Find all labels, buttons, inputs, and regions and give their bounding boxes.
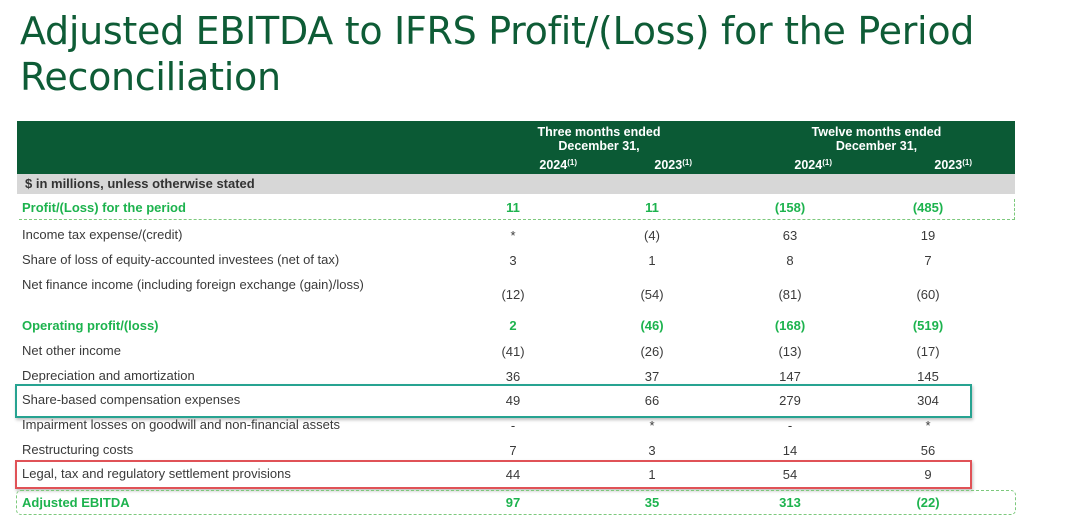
row-value: 8	[786, 253, 794, 268]
year-label: 2023	[934, 158, 963, 172]
table-row: Share-based compensation expenses 49 66 279…	[17, 392, 1015, 410]
row-value: 35	[644, 495, 660, 510]
row-value: 11	[645, 200, 659, 215]
header-twelve-months-label: Twelve months ended December 31,	[811, 125, 942, 153]
table-row: Net other income (41) (26) (13) (17)	[17, 343, 1015, 361]
row-value: 49	[505, 393, 521, 408]
page-title: Adjusted EBITDA to IFRS Profit/(Loss) fo…	[20, 9, 975, 99]
row-value: (485)	[912, 200, 944, 215]
row-label: Impairment losses on goodwill and non-fi…	[22, 417, 340, 432]
table-row: Adjusted EBITDA 97 35 313 (22)	[17, 495, 1015, 513]
table-row: Net finance income (including foreign ex…	[17, 277, 1015, 302]
row-value: 66	[644, 393, 660, 408]
row-value: (60)	[916, 287, 940, 302]
table-row: Depreciation and amortization 36 37 147 145	[17, 368, 1015, 386]
row-value: 3	[509, 253, 517, 268]
highlight-dashed-adjusted-ebitda	[16, 490, 1016, 515]
row-value: 54	[782, 467, 798, 482]
header-year: 2024(1)	[477, 158, 577, 172]
table-row: Income tax expense/(credit) * (4) 63 19	[17, 227, 1015, 245]
year-label: 2024	[794, 158, 823, 172]
row-value: 56	[920, 443, 936, 458]
table-row: Restructuring costs 7 3 14 56	[17, 442, 1015, 460]
footnote-marker: (1)	[682, 158, 692, 167]
row-value: 44	[505, 467, 521, 482]
header-twelve-months: Twelve months ended December 31,	[789, 125, 964, 153]
row-value: 19	[920, 228, 936, 243]
row-value: 304	[917, 393, 939, 408]
header-three-months: Three months ended December 31,	[514, 125, 684, 153]
table-row: Share of loss of equity-accounted invest…	[17, 252, 1015, 270]
header-year: 2023(1)	[592, 158, 692, 172]
row-label: Net finance income (including foreign ex…	[22, 277, 364, 292]
year-label: 2024	[539, 158, 568, 172]
row-value: *	[649, 418, 655, 433]
row-value: 37	[644, 369, 660, 384]
row-value: (168)	[774, 318, 806, 333]
row-label: Net other income	[22, 343, 121, 358]
table-row: Profit/(Loss) for the period 11 11 (158) (48…	[17, 200, 1015, 218]
row-value: (4)	[644, 228, 660, 243]
row-label: Profit/(Loss) for the period	[22, 200, 186, 215]
row-value: (13)	[778, 344, 802, 359]
header-year: 2024(1)	[732, 158, 832, 172]
row-value: *	[925, 418, 931, 433]
header-three-months-label: Three months ended December 31,	[537, 125, 661, 153]
row-value: (26)	[640, 344, 664, 359]
row-value: (17)	[916, 344, 940, 359]
header-year: 2023(1)	[872, 158, 972, 172]
row-label: Income tax expense/(credit)	[22, 227, 183, 242]
row-value: (54)	[640, 287, 664, 302]
row-value: (22)	[916, 495, 940, 510]
footnote-marker: (1)	[962, 158, 972, 167]
row-value: *	[510, 228, 516, 243]
row-value: (12)	[501, 287, 525, 302]
row-label: Share of loss of equity-accounted invest…	[22, 252, 340, 267]
row-value: 145	[917, 369, 939, 384]
units-subheader: $ in millions, unless otherwise stated	[17, 174, 1015, 194]
highlight-dashed-profit	[19, 199, 1015, 220]
row-label: Adjusted EBITDA	[22, 495, 130, 510]
row-label: Restructuring costs	[22, 442, 134, 457]
units-label: $ in millions, unless otherwise stated	[25, 176, 255, 191]
row-value: 313	[779, 495, 801, 510]
row-value: 1	[648, 253, 656, 268]
row-value: 147	[779, 369, 801, 384]
row-value: 36	[505, 369, 521, 384]
row-label: Share-based compensation expenses	[22, 392, 241, 407]
row-value: 14	[782, 443, 798, 458]
highlight-box-share-based	[15, 384, 972, 418]
table-row: Legal, tax and regulatory settlement pro…	[17, 466, 1015, 484]
row-label: Operating profit/(loss)	[22, 318, 159, 333]
row-value: 7	[924, 253, 932, 268]
row-value: 7	[509, 443, 517, 458]
row-label: Legal, tax and regulatory settlement pro…	[22, 466, 291, 481]
year-label: 2023	[654, 158, 683, 172]
row-value: -	[510, 418, 516, 433]
row-value: 279	[779, 393, 801, 408]
table-header: Three months ended December 31, Twelve m…	[17, 121, 1015, 174]
table-row: Impairment losses on goodwill and non-fi…	[17, 417, 1015, 435]
row-value: (41)	[501, 344, 525, 359]
row-value: 2	[509, 318, 517, 333]
row-label: Depreciation and amortization	[22, 368, 195, 383]
footnote-marker: (1)	[567, 158, 577, 167]
row-value: 97	[505, 495, 521, 510]
row-value: 9	[924, 467, 932, 482]
row-value: 3	[648, 443, 656, 458]
row-value: (519)	[912, 318, 944, 333]
footnote-marker: (1)	[822, 158, 832, 167]
row-value: -	[787, 418, 793, 433]
row-value: 1	[648, 467, 656, 482]
row-value: (46)	[640, 318, 664, 333]
row-value: (158)	[774, 200, 806, 215]
highlight-box-legal	[15, 460, 972, 489]
row-value: (81)	[778, 287, 802, 302]
row-value: 11	[506, 200, 520, 215]
row-value: 63	[782, 228, 798, 243]
table-row: Operating profit/(loss) 2 (46) (168) (519)	[17, 318, 1015, 336]
